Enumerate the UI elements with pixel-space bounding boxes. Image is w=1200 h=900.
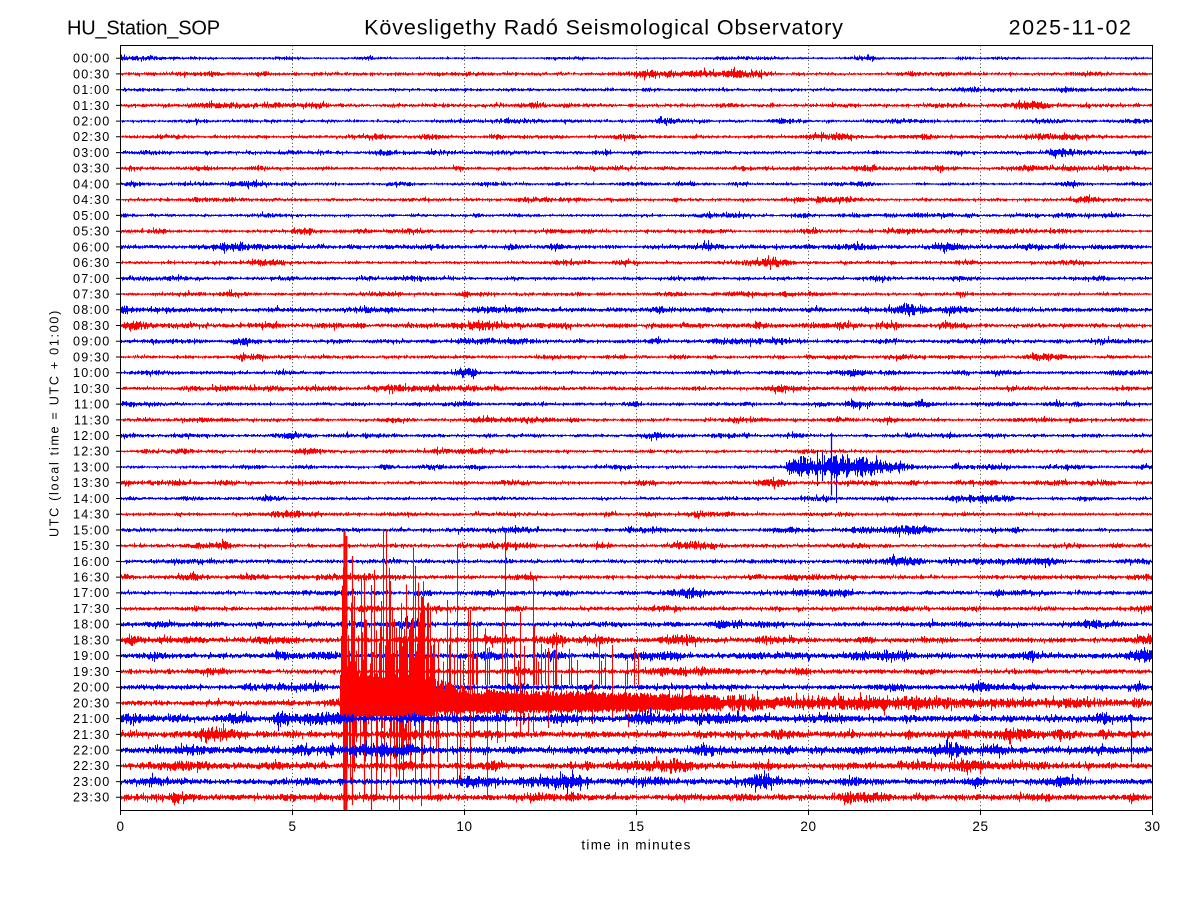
svg-text:Kövesligethy Radó Seismologica: Kövesligethy Radó Seismological Observat… <box>364 16 844 40</box>
svg-text:07:30: 07:30 <box>73 288 111 302</box>
svg-text:2025-11-02: 2025-11-02 <box>1009 16 1133 40</box>
svg-text:09:00: 09:00 <box>73 335 111 349</box>
svg-text:10: 10 <box>456 819 472 834</box>
svg-text:10:00: 10:00 <box>73 366 111 380</box>
svg-text:20:00: 20:00 <box>73 681 111 695</box>
svg-text:08:30: 08:30 <box>73 319 111 333</box>
svg-text:18:30: 18:30 <box>73 633 111 647</box>
svg-text:12:30: 12:30 <box>73 445 111 459</box>
svg-text:02:30: 02:30 <box>73 130 111 144</box>
svg-text:21:30: 21:30 <box>73 728 111 742</box>
svg-text:18:00: 18:00 <box>73 618 111 632</box>
svg-text:19:00: 19:00 <box>73 649 111 663</box>
svg-text:03:00: 03:00 <box>73 146 111 160</box>
svg-text:13:00: 13:00 <box>73 460 111 474</box>
svg-text:03:30: 03:30 <box>73 162 111 176</box>
svg-text:15:30: 15:30 <box>73 539 111 553</box>
svg-text:19:30: 19:30 <box>73 665 111 679</box>
svg-text:12:00: 12:00 <box>73 429 111 443</box>
svg-text:23:30: 23:30 <box>73 791 111 805</box>
svg-text:04:30: 04:30 <box>73 193 111 207</box>
svg-text:22:30: 22:30 <box>73 759 111 773</box>
svg-text:13:30: 13:30 <box>73 476 111 490</box>
svg-text:UTC (local time = UTC + 01:00): UTC (local time = UTC + 01:00) <box>48 309 62 537</box>
svg-text:04:00: 04:00 <box>73 177 111 191</box>
svg-text:21:00: 21:00 <box>73 712 111 726</box>
svg-text:20: 20 <box>800 819 816 834</box>
svg-text:0: 0 <box>116 819 124 834</box>
svg-text:01:00: 01:00 <box>73 83 111 97</box>
svg-text:20:30: 20:30 <box>73 696 111 710</box>
svg-text:17:30: 17:30 <box>73 602 111 616</box>
svg-text:23:00: 23:00 <box>73 775 111 789</box>
svg-text:time in minutes: time in minutes <box>581 838 691 853</box>
svg-text:02:00: 02:00 <box>73 115 111 129</box>
svg-text:05:30: 05:30 <box>73 225 111 239</box>
svg-text:10:30: 10:30 <box>73 382 111 396</box>
svg-text:15:00: 15:00 <box>73 523 111 537</box>
svg-text:16:30: 16:30 <box>73 571 111 585</box>
svg-text:16:00: 16:00 <box>73 555 111 569</box>
svg-text:07:00: 07:00 <box>73 272 111 286</box>
svg-text:HU_Station_SOP: HU_Station_SOP <box>67 18 220 40</box>
svg-text:01:30: 01:30 <box>73 99 111 113</box>
svg-text:11:30: 11:30 <box>74 413 111 427</box>
svg-text:06:30: 06:30 <box>73 256 111 270</box>
svg-text:06:00: 06:00 <box>73 240 111 254</box>
svg-text:11:00: 11:00 <box>74 398 111 412</box>
svg-text:15: 15 <box>628 819 644 834</box>
svg-text:14:00: 14:00 <box>73 492 111 506</box>
svg-text:09:30: 09:30 <box>73 350 111 364</box>
svg-text:17:00: 17:00 <box>73 586 111 600</box>
svg-text:22:00: 22:00 <box>73 744 111 758</box>
svg-text:08:00: 08:00 <box>73 303 111 317</box>
svg-text:05:00: 05:00 <box>73 209 111 223</box>
svg-text:30: 30 <box>1144 819 1160 834</box>
svg-text:14:30: 14:30 <box>73 508 111 522</box>
svg-text:00:00: 00:00 <box>73 52 111 66</box>
svg-text:5: 5 <box>288 819 296 834</box>
svg-text:00:30: 00:30 <box>73 67 111 81</box>
svg-text:25: 25 <box>972 819 988 834</box>
